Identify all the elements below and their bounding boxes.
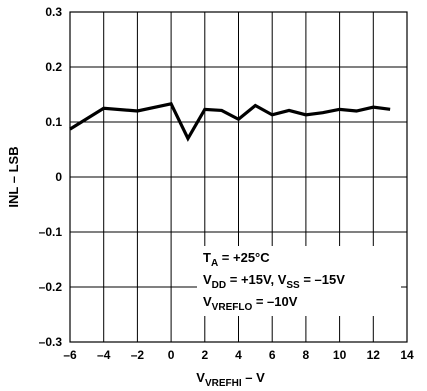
series-layer <box>69 102 391 142</box>
x-axis-label-main: V <box>196 370 205 385</box>
y-tick-label: –0.2 <box>39 280 63 294</box>
x-tick-labels: –6 –4 –2 0 2 4 6 8 10 12 14 <box>63 348 414 362</box>
annotation-line: VVREFLO = –10V <box>203 294 298 313</box>
x-tick-label: –2 <box>131 348 145 362</box>
x-tick-label: 4 <box>235 348 242 362</box>
conditions-annotation: TA = +25°C VDD = +15V, VSS = –15V VVREFLO … <box>197 246 401 316</box>
y-tick-label: 0.3 <box>45 5 62 19</box>
x-tick-label: 2 <box>201 348 208 362</box>
y-tick-label: –0.1 <box>39 225 63 239</box>
plot-frame <box>69 11 408 343</box>
x-tick-label: 0 <box>168 348 175 362</box>
x-tick-label: 8 <box>303 348 310 362</box>
inl-series-line <box>69 102 391 142</box>
x-tick-label: –6 <box>63 348 77 362</box>
y-tick-label: –0.3 <box>39 335 63 349</box>
annotation-line: TA = +25°C <box>203 250 270 269</box>
x-tick-label: 14 <box>400 348 414 362</box>
x-axis-label-subscript: VREFHI <box>205 378 242 389</box>
y-tick-label: 0.2 <box>45 60 62 74</box>
y-tick-label: 0.1 <box>45 115 62 129</box>
x-tick-label: 6 <box>269 348 276 362</box>
y-axis-label: INL – LSB <box>6 146 21 207</box>
x-axis-label-unit: – V <box>242 370 265 385</box>
y-tick-label: 0 <box>55 170 62 184</box>
x-tick-label: 10 <box>333 348 347 362</box>
x-tick-label: –4 <box>97 348 111 362</box>
annotation-line: VDD = +15V, VSS = –15V <box>203 272 345 291</box>
annotation-background <box>197 246 401 316</box>
x-tick-label: 12 <box>367 348 381 362</box>
y-tick-labels: –0.3 –0.2 –0.1 0 0.1 0.2 0.3 <box>39 5 63 349</box>
x-axis-label: VVREFHI – V <box>196 370 265 389</box>
